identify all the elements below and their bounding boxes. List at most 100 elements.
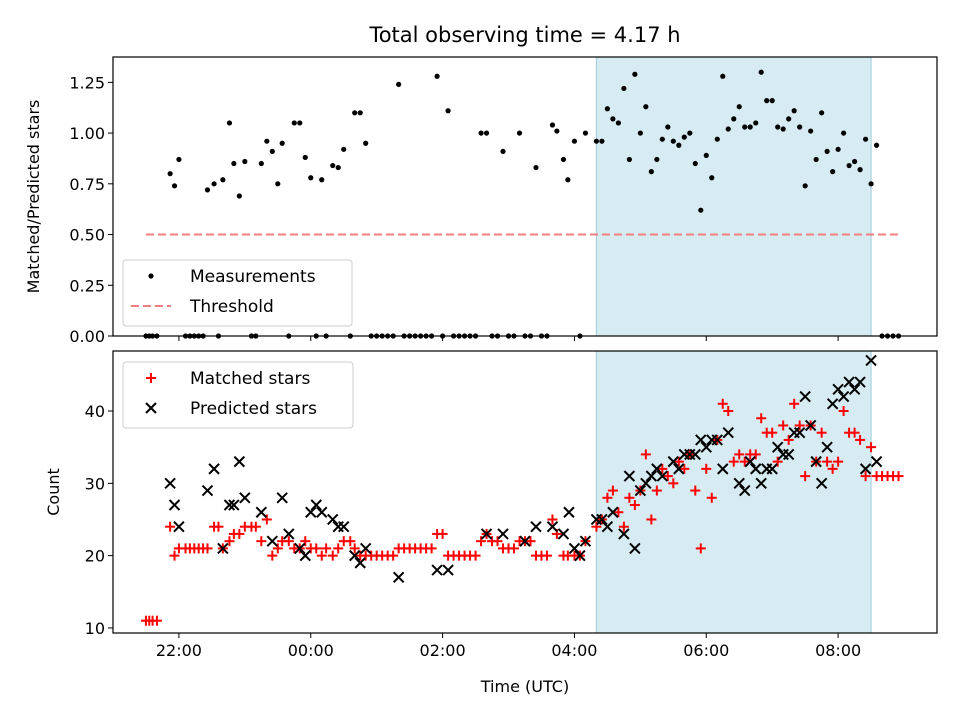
matched-star-point	[657, 463, 668, 474]
measurement-point	[764, 98, 770, 104]
predicted-star-point	[865, 354, 877, 367]
measurement-point	[582, 130, 589, 136]
predicted-star-point	[316, 506, 328, 518]
predicted-star-point	[530, 521, 542, 533]
measurement-point	[396, 81, 402, 87]
top-axes: 0.00 0.25 0.50 0.75 1.00 1.25 Matched/Predict…	[24, 56, 938, 346]
measurement-point	[621, 85, 627, 92]
top-legend: Measurements Threshold	[122, 259, 353, 327]
matched-star-point	[321, 543, 332, 554]
measurement-point	[659, 136, 665, 142]
measurement-point	[720, 73, 726, 79]
bottom-axes-frame	[112, 350, 938, 634]
measurement-point	[269, 148, 275, 154]
measurement-point	[560, 156, 567, 163]
measurement-point	[258, 160, 264, 167]
measurement-point	[753, 120, 759, 126]
measurement-point	[302, 154, 308, 161]
matched-star-point	[800, 471, 811, 482]
measurement-point	[615, 120, 621, 126]
measurement-point	[231, 160, 237, 167]
y-tick-label: 20	[85, 547, 105, 566]
predicted-star-point	[332, 521, 344, 533]
highlight-span	[595, 56, 872, 337]
measurement-point	[549, 122, 556, 128]
matched-star-point	[261, 514, 272, 525]
predicted-star-point	[733, 477, 745, 490]
measurement-point	[434, 73, 440, 79]
predicted-star-point	[804, 419, 817, 432]
predicted-star-point	[695, 434, 707, 446]
matched-star-point	[772, 456, 783, 467]
predicted-star-point	[574, 549, 586, 562]
predicted-star-point	[782, 448, 795, 461]
measurement-point	[637, 130, 643, 136]
measurement-point	[819, 110, 825, 116]
predicted-star-point	[568, 542, 581, 555]
predicted-star-point	[854, 376, 866, 388]
predicted-star-point	[348, 549, 361, 562]
predicted-star-point	[299, 549, 311, 562]
y-tick-label: 40	[85, 402, 105, 421]
top-axes-frame	[112, 56, 938, 337]
matched-star-point	[388, 550, 399, 561]
matched-star-point	[833, 456, 844, 467]
measurement-point	[714, 136, 720, 142]
predicted-star-point	[294, 542, 306, 555]
y-tick-label: 30	[85, 474, 105, 493]
y-tick-label: 0.75	[69, 175, 105, 194]
matched-star-point	[783, 434, 794, 445]
predicted-star-point	[689, 448, 702, 461]
measurement-point	[171, 183, 178, 189]
legend-label: Threshold	[189, 297, 274, 317]
matched-star-point	[618, 521, 629, 532]
matched-star-point	[349, 543, 360, 554]
predicted-star-point	[546, 521, 559, 533]
measurement-point	[786, 116, 792, 122]
predicted-star-point	[431, 564, 443, 576]
matched-star-point	[662, 471, 673, 482]
measurement-point	[775, 124, 781, 130]
predicted-star-point	[667, 455, 680, 468]
predicted-star-point	[359, 542, 372, 555]
matched-star-point	[750, 449, 761, 460]
matched-star-point	[855, 434, 866, 445]
measurement-point	[599, 138, 605, 144]
x-axis-label: Time (UTC)	[480, 677, 569, 696]
y-tick-label: 0.25	[69, 276, 105, 295]
predicted-star-point	[283, 528, 295, 540]
measurement-point	[610, 116, 616, 122]
x-tick-label: 00:00	[288, 641, 334, 660]
bottom-ticks: 10 20 30 40 22:00 00:00 02:00 04:00 06:00 08:00	[85, 402, 862, 660]
measurement-point	[709, 175, 715, 181]
matched-star-point	[509, 543, 520, 554]
matched-star-point	[673, 456, 684, 467]
measurement-point	[742, 124, 748, 130]
measurement-point	[167, 171, 173, 177]
matched-star-point	[866, 442, 877, 453]
measurement-point	[703, 152, 709, 159]
predicted-star-point	[629, 542, 641, 555]
matched-star-point	[541, 550, 552, 561]
matched-star-point	[602, 492, 613, 503]
predicted-star-point	[208, 463, 220, 475]
top-plot-marks	[143, 69, 902, 339]
predicted-star-point	[744, 455, 756, 468]
predicted-star-point	[837, 390, 850, 403]
matched-star-point	[816, 427, 827, 438]
measurement-point	[565, 177, 571, 183]
measurement-point	[554, 128, 560, 134]
measurement-point	[862, 136, 869, 142]
matched-star-point	[739, 456, 750, 467]
measurement-point	[731, 116, 737, 122]
measurement-point	[769, 98, 775, 104]
matched-star-point	[701, 463, 712, 474]
bottom-legend: Matched stars Predicted stars	[122, 361, 354, 429]
predicted-star-point	[711, 434, 723, 446]
matched-star-point	[333, 543, 344, 554]
measurement-point	[813, 156, 819, 163]
measurement-point	[873, 142, 880, 148]
predicted-star-point	[766, 463, 778, 475]
x-tick-label: 22:00	[156, 641, 202, 660]
top-ticks: 0.00 0.25 0.50 0.75 1.00 1.25	[69, 73, 839, 346]
